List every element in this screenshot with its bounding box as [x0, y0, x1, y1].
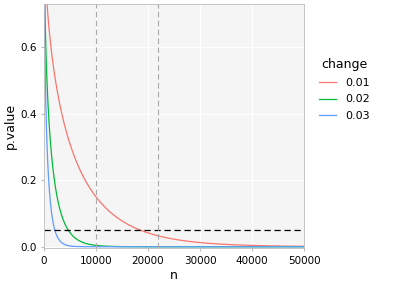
Line: 0.02: 0.02: [44, 0, 304, 247]
0.03: [302, 245, 306, 249]
0.02: [141, 245, 146, 249]
0.01: [89, 189, 94, 192]
0.03: [234, 245, 239, 249]
0.02: [236, 245, 240, 249]
0.02: [211, 245, 216, 249]
0.03: [256, 245, 260, 249]
0.03: [141, 245, 146, 249]
0.02: [302, 245, 306, 249]
Legend: 0.01, 0.02, 0.03: 0.01, 0.02, 0.03: [315, 54, 374, 126]
0.01: [141, 230, 146, 233]
0.02: [89, 243, 94, 247]
0.02: [256, 245, 260, 249]
0.01: [302, 245, 306, 248]
X-axis label: n: n: [170, 269, 178, 282]
0.01: [211, 242, 216, 245]
Y-axis label: p.value: p.value: [4, 103, 17, 149]
0.01: [236, 243, 240, 247]
0.01: [256, 244, 260, 247]
0.03: [198, 245, 202, 249]
0.01: [198, 241, 202, 244]
Line: 0.03: 0.03: [44, 0, 304, 247]
0.03: [89, 245, 94, 249]
0.02: [198, 245, 202, 249]
0.03: [236, 245, 240, 249]
Line: 0.01: 0.01: [44, 0, 304, 246]
0.03: [211, 245, 216, 249]
